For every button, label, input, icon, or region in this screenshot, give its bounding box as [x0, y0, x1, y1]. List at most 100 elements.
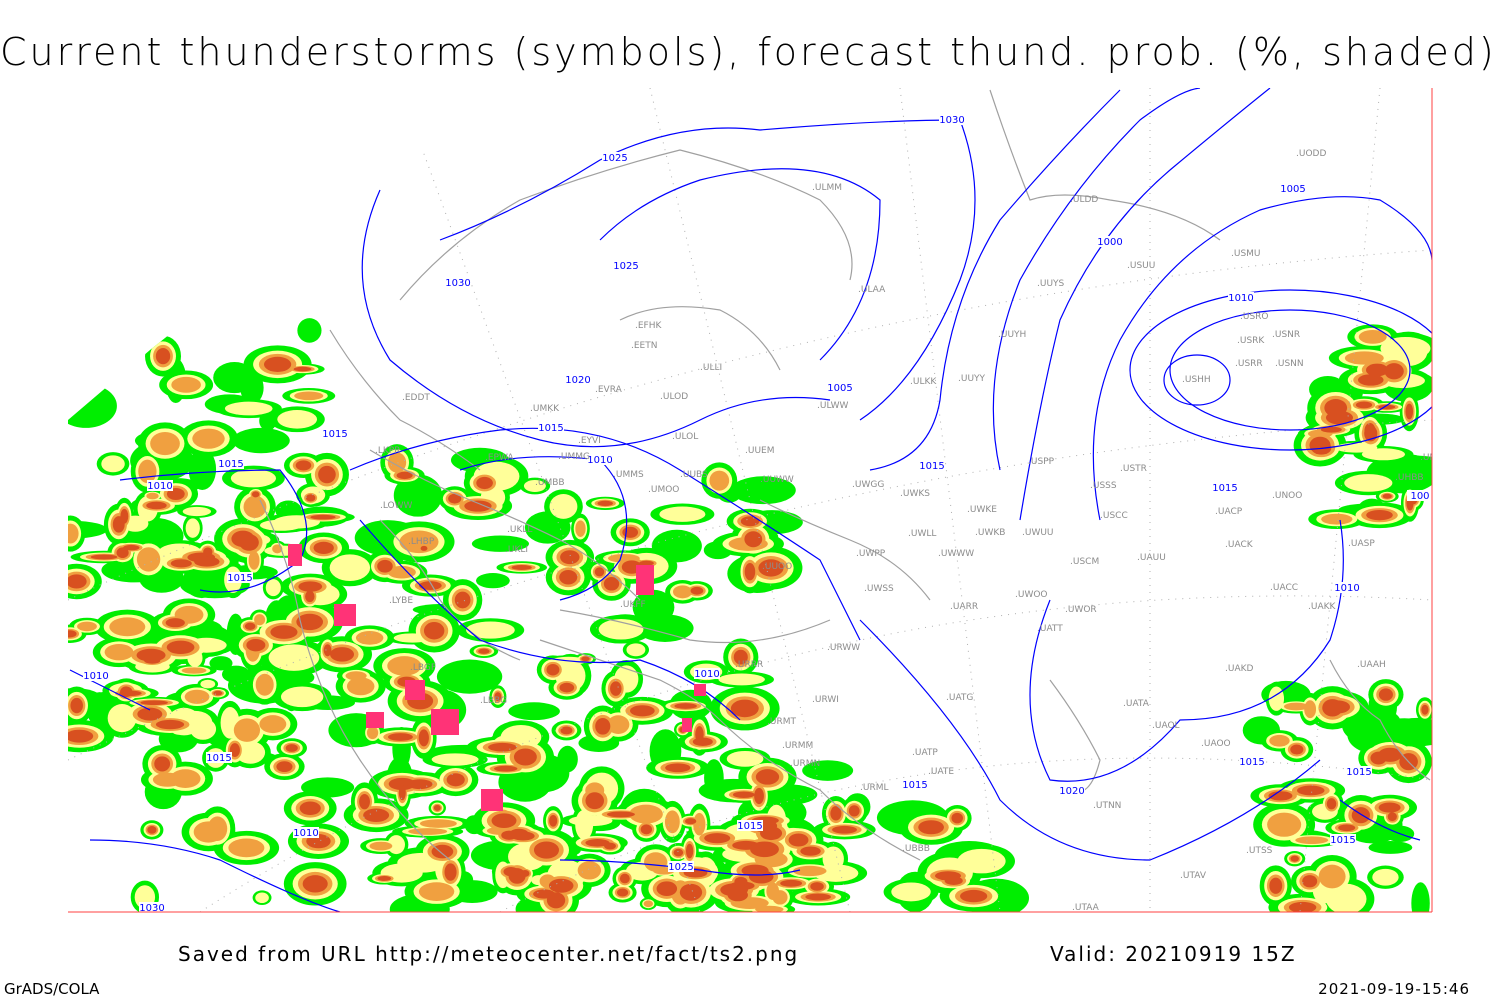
- probability-cell-level-3: [695, 726, 704, 744]
- probability-cell-level-2: [644, 852, 668, 872]
- probability-cell-level-1: [224, 401, 273, 416]
- isobar-label: 1010: [147, 481, 172, 492]
- station-label: .USCC: [1100, 511, 1128, 521]
- probability-cell-level-1: [626, 643, 646, 657]
- station-label: .USRR: [1235, 359, 1263, 369]
- probability-cell-level-0: [232, 427, 290, 454]
- probability-cell-level-3: [704, 833, 731, 844]
- probability-cell-level-3: [848, 805, 860, 817]
- probability-cell-level-3: [116, 547, 129, 559]
- station-label: .UNOO: [1272, 491, 1302, 501]
- probability-cell-level-3: [454, 591, 471, 609]
- probability-cell-level-2: [171, 376, 201, 393]
- probability-cell-level-3: [298, 581, 323, 592]
- probability-cell-level-2: [138, 459, 157, 484]
- station-label: .ULAA: [858, 285, 886, 295]
- probability-cell-level-3: [733, 649, 748, 665]
- probability-cell-level-2: [643, 900, 653, 908]
- probability-cell-level-3: [944, 876, 963, 885]
- probability-cell-level-3: [444, 863, 457, 881]
- probability-cell-level-3: [679, 883, 703, 901]
- probability-cell-level-3: [832, 825, 857, 834]
- probability-cell-level-2: [104, 643, 134, 661]
- probability-cell-level-3: [387, 733, 413, 741]
- probability-cell-level-3: [513, 748, 537, 766]
- probability-cell-level-2: [369, 841, 393, 851]
- probability-cell-level-0: [68, 367, 91, 383]
- probability-cell-level-2: [146, 492, 159, 500]
- probability-cell-level-3: [1384, 363, 1404, 380]
- probability-cell-level-2: [1304, 700, 1317, 719]
- probability-cell-level-3: [780, 879, 803, 887]
- probability-cell-level-3: [595, 717, 611, 735]
- probability-cell-level-3: [285, 744, 298, 752]
- probability-cell-level-1: [107, 704, 137, 733]
- station-label: .LOWW: [380, 501, 413, 511]
- station-label: .UWLL: [908, 529, 936, 539]
- station-label: .ULMM: [812, 183, 842, 193]
- isobar-label: 1010: [587, 455, 612, 466]
- probability-cell-level-3: [166, 640, 195, 655]
- probability-cell-level-3: [1290, 744, 1304, 755]
- probability-cell-level-1: [891, 882, 931, 902]
- probability-cell-level-3: [520, 870, 530, 877]
- isobar-label: 1005: [827, 383, 852, 394]
- probability-cell-level-3: [585, 792, 605, 810]
- probability-cell-level-3: [1338, 824, 1356, 832]
- station-label: .LHBP: [408, 537, 435, 547]
- isobar-label-bg: [694, 668, 720, 679]
- probability-cell-level-3: [1288, 901, 1317, 912]
- station-label: .UAOO: [1201, 739, 1231, 749]
- probability-cell-level-3: [622, 526, 639, 538]
- probability-cell-level-3: [1365, 363, 1389, 377]
- probability-cell-level-3: [509, 828, 529, 839]
- station-label: .USMU: [1231, 249, 1261, 259]
- isobar-label-bg: [1228, 292, 1254, 303]
- probability-cell-level-3: [640, 824, 653, 835]
- software-credit: GrADS/COLA: [4, 980, 100, 998]
- station-label: .EYVI: [578, 436, 601, 446]
- station-label: .USHH: [1182, 375, 1211, 385]
- station-label: .UWOO: [1015, 590, 1048, 600]
- probability-cell-level-0: [436, 659, 503, 694]
- probability-cell-level-3: [203, 547, 213, 557]
- probability-cell-level-2: [664, 810, 680, 834]
- probability-cell-level-3: [758, 559, 784, 577]
- probability-cell-level-3: [685, 818, 697, 825]
- isobar-label: 1015: [1239, 757, 1264, 768]
- probability-cell-level-3: [194, 556, 220, 567]
- probability-cell-level-3: [270, 625, 298, 639]
- lat-lon-grid: [68, 88, 1432, 912]
- station-label: .UMMG: [558, 452, 590, 462]
- probability-cell-level-3: [630, 705, 655, 717]
- isobar-label-bg: [1280, 183, 1306, 194]
- probability-cell-level-2: [418, 882, 455, 901]
- station-label: .UAOL: [1152, 721, 1180, 731]
- probability-cell-level-3: [546, 663, 560, 676]
- isobar-label-bg: [827, 382, 853, 393]
- probability-cell-level-3: [147, 826, 157, 834]
- probability-cell-level-2: [577, 861, 602, 880]
- probability-cell-level-0: [68, 383, 117, 428]
- station-label: .ULOL: [672, 432, 698, 442]
- probability-cell-level-2: [259, 715, 287, 734]
- isobar-label-bg: [206, 752, 232, 763]
- probability-cell-level-0: [301, 777, 355, 798]
- station-label: .USRO: [1240, 312, 1269, 322]
- station-label: .LBGF: [410, 663, 436, 673]
- probability-cell-level-3: [123, 544, 140, 551]
- station-label: .UATT: [1037, 624, 1063, 634]
- probability-cell-level-2: [672, 585, 693, 599]
- isobar-label: 1015: [919, 461, 944, 472]
- probability-cell-level-3: [305, 494, 316, 502]
- probability-cell-level-3: [293, 366, 312, 372]
- isobar-label-bg: [587, 454, 613, 465]
- probability-cell-level-3: [830, 806, 842, 821]
- station-label: .UWGG: [852, 480, 884, 490]
- probability-cell-level-1: [1344, 474, 1393, 492]
- isobar-label: 1030: [139, 903, 164, 914]
- probability-cell-level-3: [295, 460, 312, 471]
- probability-cell-level-3: [299, 801, 321, 816]
- isobars: [69, 88, 1432, 912]
- station-label: .UWOR: [1065, 605, 1097, 615]
